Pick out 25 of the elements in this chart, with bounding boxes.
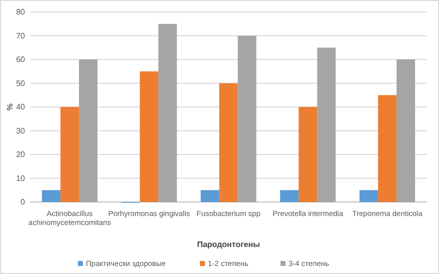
bar [42,190,60,202]
y-tick-label: 60 [16,55,26,64]
bar [396,60,416,202]
bar [317,48,336,202]
x-axis-title: Пародонтогены [197,240,260,249]
bar [140,71,158,202]
bar [298,107,318,202]
y-tick-label: 30 [16,126,26,136]
y-tick-label: 40 [16,102,26,112]
y-tick-label: 80 [16,8,26,17]
y-tick-label: 0 [20,198,26,207]
y-axis-title: % [6,103,15,111]
bar [60,107,79,202]
bar [219,83,238,202]
bar [200,190,220,202]
y-tick-label: 20 [16,150,26,160]
y-tick-label: 70 [16,31,26,40]
bar [238,36,256,202]
bar [158,24,177,202]
bar [280,190,299,202]
y-tick-label: 50 [16,78,26,88]
bar [360,190,378,202]
bar [78,60,98,202]
y-tick-label: 10 [16,174,26,183]
bar [378,95,397,202]
